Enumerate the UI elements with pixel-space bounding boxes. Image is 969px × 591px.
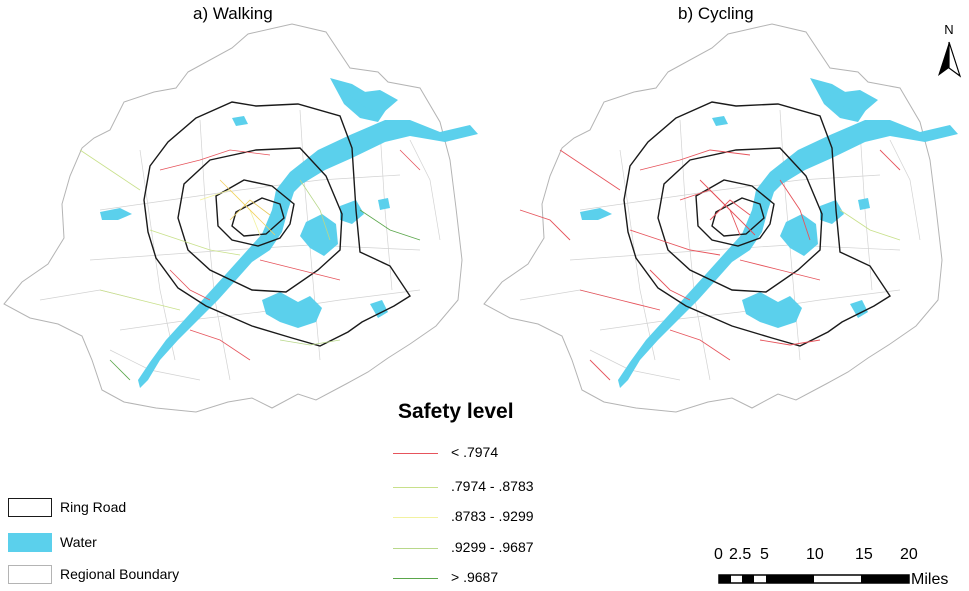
map-walking	[3, 23, 479, 413]
map-cycling	[483, 23, 959, 413]
scale-bar: 0 2.5 5 10 15 20 Miles	[714, 546, 968, 591]
safety-label-5: > .9687	[451, 569, 499, 585]
safety-roads-walking	[79, 149, 421, 381]
scale-tick-20: 20	[900, 546, 918, 563]
north-arrow: N	[934, 20, 964, 80]
safety-swatch-5	[393, 578, 438, 579]
ring-road-swatch	[8, 498, 52, 517]
safety-swatch-1	[393, 453, 438, 454]
safety-swatch-2	[393, 487, 438, 488]
scale-tick-5: 5	[760, 546, 769, 563]
scale-tick-10: 10	[806, 546, 824, 563]
legend-label-regional-boundary: Regional Boundary	[60, 566, 180, 582]
scale-tick-0: 0	[714, 546, 723, 563]
safety-label-1: < .7974	[451, 444, 499, 460]
safety-label-2: .7974 - .8783	[451, 478, 534, 494]
scale-bar-graphic	[718, 574, 910, 584]
safety-label-4: .9299 - .9687	[451, 539, 534, 555]
water-swatch	[8, 533, 52, 552]
panel-title-cycling: b) Cycling	[678, 4, 754, 23]
safety-label-3: .8783 - .9299	[451, 508, 534, 524]
panel-title-walking: a) Walking	[193, 4, 273, 23]
scale-units: Miles	[911, 571, 949, 588]
scale-tick-2-5: 2.5	[729, 546, 752, 563]
safety-swatch-4	[393, 548, 438, 549]
scale-tick-15: 15	[855, 546, 873, 563]
legend-label-ring-road: Ring Road	[60, 499, 127, 515]
north-arrow-label: N	[944, 22, 953, 37]
safety-roads-cycling	[519, 149, 901, 381]
safety-swatch-3	[393, 517, 438, 518]
safety-legend-title: Safety level	[398, 400, 514, 423]
boundary-swatch	[8, 565, 52, 584]
north-arrow-icon: N	[938, 22, 962, 78]
legend-label-water: Water	[60, 534, 97, 550]
